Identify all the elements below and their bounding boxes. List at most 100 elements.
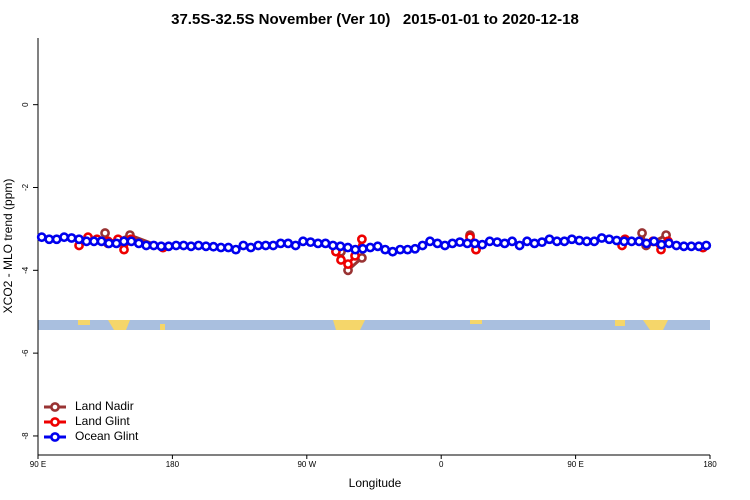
point <box>574 235 585 246</box>
point <box>492 237 503 248</box>
point <box>51 234 62 245</box>
point <box>171 240 182 251</box>
point <box>290 240 301 251</box>
point <box>148 240 159 251</box>
x-tick-label: 180 <box>166 460 180 469</box>
legend-label: Land Nadir <box>75 399 134 413</box>
point <box>163 241 174 252</box>
point <box>343 259 353 269</box>
point <box>559 236 570 247</box>
point <box>89 236 99 247</box>
point <box>611 235 622 246</box>
point <box>216 242 226 253</box>
point <box>619 236 630 247</box>
point <box>186 241 196 252</box>
point <box>589 236 600 247</box>
point <box>626 236 637 247</box>
point <box>417 240 428 251</box>
point <box>96 236 107 247</box>
point <box>604 234 615 245</box>
point <box>104 238 114 249</box>
point <box>410 243 420 254</box>
y-tick-label: -8 <box>21 432 30 440</box>
point <box>193 240 204 251</box>
point <box>119 244 129 255</box>
x-tick-label: 90 W <box>297 460 316 469</box>
point <box>118 236 129 247</box>
chart-title: 37.5S-32.5S November (Ver 10) 2015-01-01… <box>171 11 579 28</box>
point <box>566 234 577 245</box>
point <box>552 236 562 247</box>
point <box>230 244 241 255</box>
point <box>522 236 532 247</box>
point <box>462 238 473 249</box>
point <box>637 228 647 238</box>
point <box>328 240 338 251</box>
point <box>380 244 391 255</box>
point <box>440 240 450 251</box>
point <box>387 246 398 257</box>
point <box>365 242 376 253</box>
point <box>686 241 697 252</box>
point <box>454 237 465 248</box>
point <box>36 232 47 243</box>
point <box>74 234 84 245</box>
map-strip <box>38 320 710 330</box>
legend-marker <box>50 432 60 442</box>
x-tick-label: 90 E <box>30 460 46 469</box>
point <box>335 241 346 252</box>
point <box>141 240 152 251</box>
point <box>678 241 689 252</box>
point <box>100 228 110 238</box>
point <box>126 236 137 247</box>
point <box>223 242 234 253</box>
legend-marker <box>50 402 60 412</box>
y-tick-label: -6 <box>21 349 30 357</box>
point <box>268 240 279 251</box>
point <box>238 240 249 251</box>
y-tick-label: -4 <box>21 266 30 274</box>
point <box>656 239 667 250</box>
point <box>305 237 316 248</box>
point <box>201 241 211 252</box>
point <box>671 240 682 251</box>
x-tick-label: 90 E <box>567 460 583 469</box>
point <box>701 240 712 251</box>
point <box>313 238 323 249</box>
point <box>596 233 607 243</box>
legend-label: Ocean Glint <box>75 429 139 443</box>
point <box>298 236 308 247</box>
point <box>66 233 77 243</box>
point <box>253 240 264 251</box>
point <box>336 255 346 265</box>
point <box>44 234 55 245</box>
point <box>581 236 592 247</box>
point <box>544 234 555 245</box>
point <box>111 238 122 249</box>
point <box>357 243 368 254</box>
point <box>283 238 294 249</box>
point <box>208 241 219 252</box>
point <box>529 238 540 249</box>
point <box>537 237 547 248</box>
point <box>350 244 361 255</box>
point <box>447 238 458 249</box>
point <box>81 236 92 247</box>
x-axis-label: Longitude <box>349 476 402 490</box>
point <box>156 241 167 252</box>
point <box>425 236 435 247</box>
point <box>133 238 144 249</box>
point <box>320 238 331 249</box>
point <box>178 240 189 251</box>
point <box>634 236 644 247</box>
point <box>499 238 510 249</box>
x-tick-label: 180 <box>703 460 717 469</box>
point <box>395 244 406 255</box>
legend-label: Land Glint <box>75 414 130 428</box>
point <box>664 238 674 249</box>
point <box>260 240 271 251</box>
point <box>477 239 488 250</box>
point <box>641 238 652 249</box>
point <box>342 242 353 253</box>
